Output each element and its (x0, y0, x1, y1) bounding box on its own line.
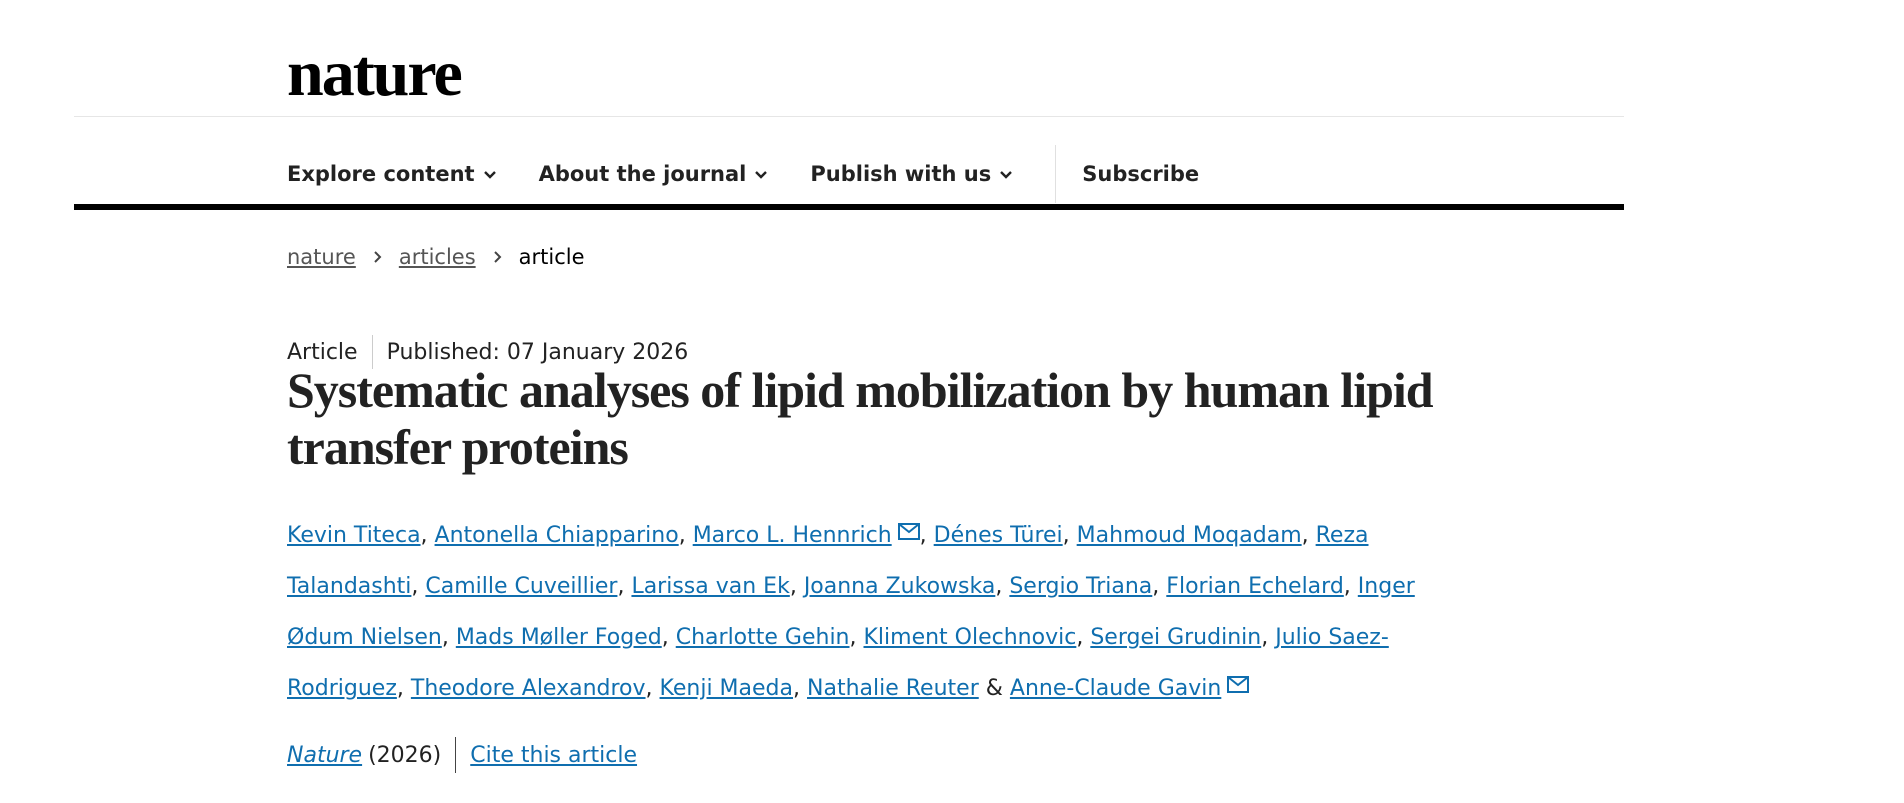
subscribe-link[interactable]: Subscribe (1082, 162, 1200, 186)
nav-label[interactable]: Publish with us (810, 162, 992, 186)
author-link[interactable]: Antonella Chiapparino (434, 523, 679, 548)
author-separator: , (441, 625, 449, 650)
author-link[interactable]: Kliment Olechnovic (863, 625, 1077, 650)
mail-icon (1227, 676, 1250, 693)
author-separator: , (1301, 523, 1309, 548)
author-separator: , (420, 523, 428, 548)
author-separator: , (793, 676, 801, 701)
author-separator: , (849, 625, 857, 650)
author-link[interactable]: Julio Saez-Rodriguez (287, 625, 1389, 701)
chevron-icon (755, 171, 768, 179)
author-link[interactable]: Larissa van Ek (631, 574, 790, 599)
author-link[interactable]: Kevin Titeca (287, 523, 421, 548)
author-link[interactable]: Reza Talandashti (287, 523, 1369, 599)
chevron-icon (1000, 171, 1013, 179)
logo[interactable]: nature (287, 37, 463, 110)
chevron-icon (483, 171, 496, 179)
author-link[interactable]: Nathalie Reuter (807, 676, 979, 701)
author-separator: , (1062, 523, 1070, 548)
breadcrumb-item: article (518, 245, 585, 269)
author-separator: , (1076, 625, 1084, 650)
author-separator: & (985, 676, 1003, 701)
article-title: Systematic analyses of lipid mobilizatio… (287, 362, 1434, 475)
author-link[interactable]: Kenji Maeda (659, 676, 794, 701)
journal-link[interactable]: Nature (287, 742, 363, 768)
author-separator: , (617, 574, 625, 599)
cite-link[interactable]: Cite this article (470, 742, 638, 768)
separator (1055, 145, 1057, 203)
citation: Nature (2026) Cite this article (287, 737, 637, 773)
chevron-icon (374, 251, 382, 263)
author-link[interactable]: Joanna Zukowska (803, 574, 996, 599)
breadcrumb-item[interactable]: articles (398, 245, 476, 269)
author-separator: , (789, 574, 797, 599)
author-link[interactable]: Anne-Claude Gavin (1009, 676, 1222, 701)
author-separator: , (411, 574, 419, 599)
author-link[interactable]: Florian Echelard (1166, 574, 1344, 599)
author-separator: , (1152, 574, 1160, 599)
separator (371, 335, 373, 369)
author-link[interactable]: Camille Cuveillier (425, 574, 618, 599)
author-separator: , (1261, 625, 1269, 650)
author-separator: , (678, 523, 686, 548)
chevron-icon (493, 251, 502, 263)
author-link[interactable]: Mads Møller Foged (455, 625, 662, 650)
mail-icon (897, 523, 920, 540)
author-link[interactable]: Mahmoud Moqadam (1076, 523, 1302, 548)
nav-bar: Explore content About the journal Publish … (287, 145, 1199, 203)
divider (74, 204, 1624, 210)
nav-item[interactable]: Explore content (287, 162, 497, 186)
author-link[interactable]: Inger Ødum Nielsen (287, 574, 1415, 650)
author-separator: , (995, 574, 1003, 599)
author-separator: , (1343, 574, 1351, 599)
published-date: Published: 07 January 2026 (386, 339, 689, 365)
year: (2026) (368, 742, 442, 768)
breadcrumb: nature articles article (287, 245, 585, 269)
author-link[interactable]: Sergio Triana (1009, 574, 1153, 599)
author-link[interactable]: Marco L. Hennrich (692, 523, 892, 548)
nav-item[interactable]: About the journal (539, 162, 769, 186)
article-meta: Article Published: 07 January 2026 (287, 335, 688, 369)
author-separator: , (396, 676, 404, 701)
author-separator: , (919, 523, 927, 548)
divider (74, 116, 1624, 117)
author-link[interactable]: Charlotte Gehin (675, 625, 850, 650)
nav-label[interactable]: About the journal (538, 162, 747, 186)
author-link[interactable]: Sergei Grudinin (1090, 625, 1262, 650)
separator (455, 737, 457, 773)
nav-item[interactable]: Publish with us (810, 162, 1013, 186)
author-separator: , (661, 625, 669, 650)
nav-label[interactable]: Explore content (287, 162, 475, 186)
author-list: Kevin Titeca, Antonella Chiapparino, Mar… (287, 510, 1417, 714)
author-link[interactable]: Dénes Türei (933, 523, 1063, 548)
breadcrumb-item[interactable]: nature (287, 245, 356, 269)
author-separator: , (645, 676, 653, 701)
author-link[interactable]: Theodore Alexandrov (410, 676, 646, 701)
article-type: Article (287, 339, 358, 365)
